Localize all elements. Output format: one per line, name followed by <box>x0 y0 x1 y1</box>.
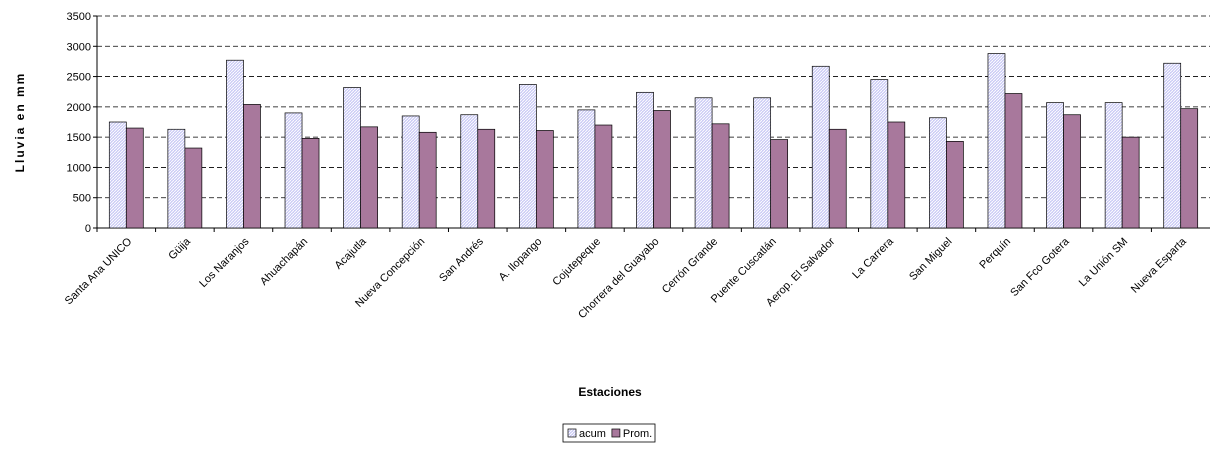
bar <box>343 87 361 229</box>
bar <box>577 109 596 229</box>
bar <box>167 128 186 229</box>
legend-label: acum <box>579 428 606 440</box>
bar <box>636 91 654 229</box>
y-tick-label: 0 <box>85 223 91 235</box>
x-tick-label: Cerrón Grande <box>660 236 720 296</box>
x-tick-label: Perquín <box>977 236 1013 272</box>
x-tick-label: San Miguel <box>907 236 954 283</box>
y-tick-label: 3000 <box>67 41 91 53</box>
bar <box>1163 62 1182 229</box>
bar <box>418 131 437 229</box>
bar <box>987 53 1006 229</box>
bar <box>1046 102 1064 229</box>
bar <box>360 126 378 229</box>
bar <box>711 123 730 229</box>
legend-swatch <box>567 428 577 438</box>
y-tick-label: 1500 <box>67 132 91 144</box>
legend: acum Prom. <box>562 423 656 443</box>
bar <box>1063 114 1081 229</box>
y-axis-title: Lluvia en mm <box>13 72 27 173</box>
bar <box>887 121 906 229</box>
x-tick-label: San Fco Gotera <box>1008 235 1072 299</box>
bar <box>653 110 671 229</box>
x-tick-label: Los Naranjos <box>197 235 252 290</box>
bar <box>1004 93 1023 229</box>
x-tick-label: Cojutepeque <box>550 236 603 289</box>
x-tick-label: Nueva Esparta <box>1129 235 1190 296</box>
bar <box>770 139 789 229</box>
x-tick-label: Santa Ana UNICO <box>63 235 135 307</box>
y-tick-label: 2500 <box>67 72 91 84</box>
x-tick-label: San Andrés <box>437 235 486 284</box>
legend-swatch <box>611 428 621 438</box>
x-axis-title: Estaciones <box>578 385 642 399</box>
y-tick-label: 500 <box>73 193 91 205</box>
bar <box>518 84 537 229</box>
bar <box>1180 108 1199 229</box>
y-tick-label: 1000 <box>67 162 91 174</box>
bar <box>753 97 772 229</box>
y-tick-label: 2000 <box>67 102 91 114</box>
bar <box>108 121 127 229</box>
x-tick-label: La Unión SM <box>1077 236 1130 289</box>
x-tick-label: A. Ilopango <box>497 236 545 284</box>
y-tick-label: 3500 <box>67 11 91 23</box>
bar <box>184 147 203 229</box>
bar <box>226 59 244 229</box>
bar <box>477 128 496 229</box>
bar <box>284 112 303 229</box>
bar <box>828 128 847 229</box>
bar <box>401 115 420 229</box>
bar <box>929 117 947 229</box>
x-tick-label: Ahuachapán <box>258 236 310 288</box>
bar <box>870 79 889 229</box>
bar <box>1121 136 1140 229</box>
x-tick-label: Güija <box>166 235 193 262</box>
bar <box>1104 102 1123 229</box>
bar <box>301 138 320 229</box>
x-tick-label: Acajutla <box>333 235 370 272</box>
bar <box>243 104 261 229</box>
bar <box>811 65 830 229</box>
legend-box <box>562 423 656 443</box>
bar <box>694 97 713 229</box>
bar <box>125 127 144 229</box>
legend-label: Prom. <box>623 428 652 440</box>
bar <box>535 130 554 229</box>
x-tick-label: La Carrera <box>850 235 896 281</box>
bar <box>946 141 964 229</box>
bar <box>594 124 613 229</box>
bar <box>460 114 479 229</box>
